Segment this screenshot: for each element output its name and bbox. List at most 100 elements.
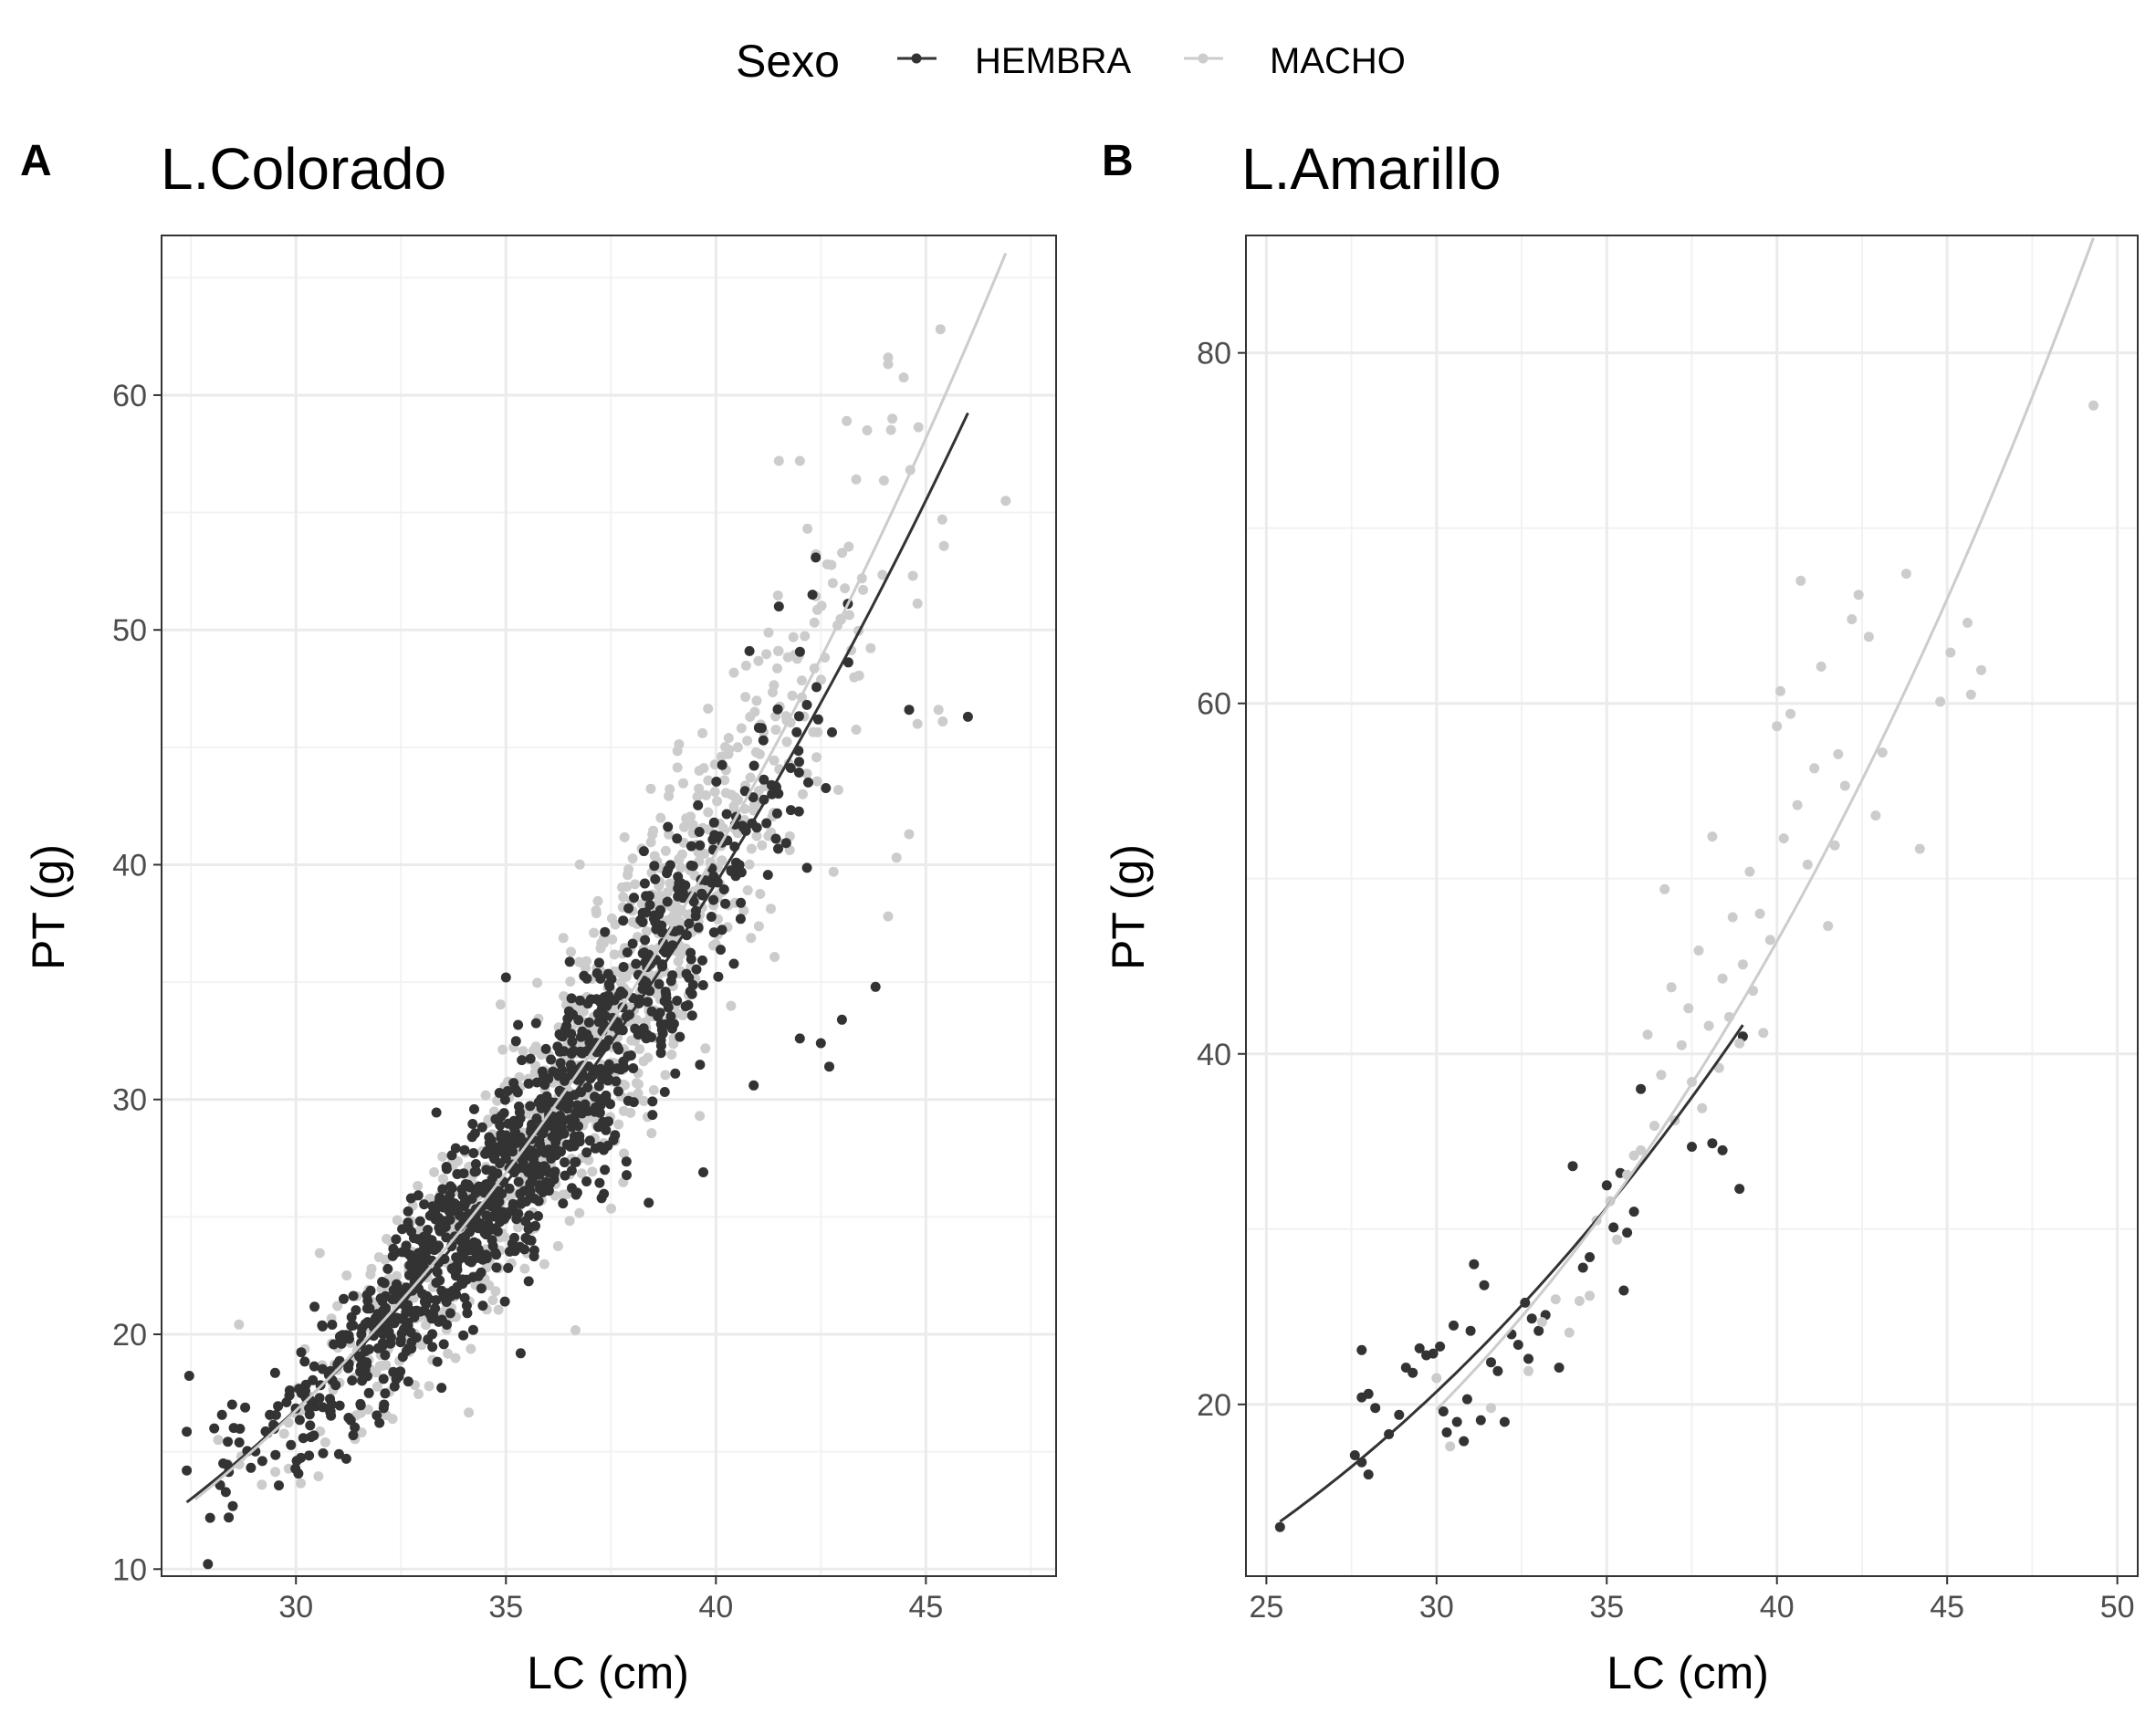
data-point-macho — [492, 1095, 503, 1106]
data-point-hembra — [647, 1110, 658, 1121]
y-tick-label: 40 — [112, 848, 147, 883]
data-point-macho — [638, 1056, 649, 1067]
data-point-hembra — [735, 914, 746, 925]
data-point-macho — [751, 831, 762, 841]
data-point-hembra — [459, 1144, 470, 1155]
data-point-hembra — [1492, 1365, 1503, 1376]
data-point-hembra — [461, 1301, 472, 1311]
data-point-hembra — [644, 900, 655, 910]
data-point-hembra — [441, 1164, 452, 1175]
data-point-hembra — [227, 1500, 238, 1511]
data-point-macho — [755, 889, 766, 899]
data-point-hembra — [513, 1019, 524, 1030]
data-point-hembra — [582, 998, 593, 1009]
data-point-hembra — [334, 1400, 345, 1411]
data-point-hembra — [1622, 1228, 1633, 1238]
data-point-hembra — [423, 1233, 433, 1244]
data-point-hembra — [726, 865, 737, 876]
data-point-hembra — [436, 1314, 447, 1325]
data-point-hembra — [693, 799, 704, 810]
data-point-hembra — [603, 1059, 614, 1070]
data-point-hembra — [182, 1465, 193, 1476]
data-point-hembra — [654, 978, 665, 989]
data-point-hembra — [520, 1216, 531, 1227]
data-point-hembra — [581, 1147, 592, 1158]
data-point-hembra — [355, 1398, 366, 1409]
data-point-macho — [753, 655, 764, 666]
data-point-macho — [574, 956, 584, 967]
data-point-hembra — [377, 1338, 388, 1349]
data-point-hembra — [492, 1226, 503, 1237]
panel-a-x-axis-title: LC (cm) — [527, 1647, 689, 1698]
data-point-macho — [794, 455, 805, 466]
panel-a-plot-area: 30 35 40 45 10 20 30 40 50 60 — [112, 235, 1057, 1625]
data-point-hembra — [761, 818, 772, 829]
data-point-hembra — [762, 870, 773, 881]
data-point-macho — [1734, 1038, 1745, 1049]
data-point-hembra — [333, 1448, 344, 1459]
data-point-hembra — [510, 1036, 521, 1047]
data-point-macho — [763, 627, 774, 638]
data-point-macho — [645, 783, 656, 794]
data-point-hembra — [1526, 1313, 1537, 1324]
data-point-hembra — [566, 993, 577, 1004]
data-point-hembra — [434, 1275, 445, 1286]
data-point-hembra — [318, 1402, 329, 1413]
data-point-macho — [1914, 843, 1925, 854]
data-point-macho — [796, 675, 807, 686]
data-point-hembra — [680, 880, 691, 891]
data-point-hembra — [1717, 1144, 1728, 1155]
data-point-hembra — [642, 1029, 653, 1040]
data-point-hembra — [273, 1401, 284, 1412]
data-point-hembra — [445, 1308, 455, 1319]
data-point-macho — [623, 870, 633, 881]
panel-b-tag: B — [1102, 137, 1134, 185]
data-point-macho — [464, 1407, 475, 1418]
data-point-macho — [877, 569, 888, 580]
data-point-macho — [1727, 912, 1738, 923]
data-point-macho — [773, 645, 784, 656]
data-point-macho — [373, 1252, 384, 1262]
x-tick-label: 50 — [2100, 1590, 2135, 1625]
data-point-macho — [769, 952, 780, 962]
data-point-macho — [745, 772, 756, 783]
data-point-hembra — [807, 590, 818, 601]
data-point-macho — [709, 759, 720, 770]
data-point-hembra — [403, 1221, 413, 1231]
data-point-hembra — [785, 805, 796, 816]
data-point-hembra — [600, 926, 611, 937]
data-point-hembra — [1435, 1341, 1446, 1352]
fit-line-macho — [194, 252, 1008, 1501]
data-point-macho — [738, 905, 749, 916]
data-point-macho — [1839, 780, 1850, 791]
data-point-hembra — [504, 1183, 515, 1194]
data-point-hembra — [456, 1244, 467, 1255]
data-point-macho — [1550, 1294, 1561, 1305]
data-point-hembra — [780, 838, 791, 849]
data-point-hembra — [438, 1217, 449, 1228]
data-point-macho — [1764, 935, 1775, 946]
y-tick-label: 40 — [1197, 1038, 1231, 1072]
data-point-hembra — [658, 946, 669, 956]
x-tick-label: 40 — [1760, 1590, 1795, 1625]
data-point-macho — [1676, 1040, 1687, 1050]
data-point-macho — [801, 768, 812, 779]
data-point-macho — [490, 1286, 501, 1297]
data-point-hembra — [653, 1011, 664, 1022]
data-point-hembra — [611, 1076, 622, 1087]
data-point-hembra — [827, 726, 837, 737]
data-point-macho — [843, 541, 854, 552]
data-point-macho — [904, 829, 915, 840]
data-point-macho — [576, 1006, 587, 1016]
data-point-hembra — [515, 1134, 526, 1145]
data-point-hembra — [508, 1078, 519, 1089]
data-point-hembra — [309, 1301, 320, 1312]
data-point-macho — [664, 829, 675, 840]
data-point-hembra — [618, 962, 629, 972]
data-point-hembra — [395, 1366, 406, 1377]
data-point-hembra — [686, 1010, 697, 1021]
data-point-macho — [615, 977, 626, 987]
legend: Sexo HEMBRA MACHO — [736, 36, 1406, 87]
data-point-macho — [913, 422, 924, 433]
data-point-hembra — [697, 955, 707, 966]
